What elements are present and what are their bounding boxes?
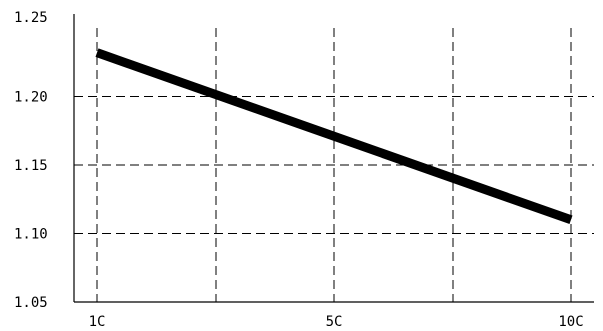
y-tick-label: 1.20: [14, 90, 48, 106]
y-tick-label: 1.25: [14, 10, 48, 26]
axes: [73, 14, 594, 303]
x-axis-tick-labels: 1C 5C 10C: [89, 314, 584, 330]
y-axis-tick-labels: 1.25 1.20 1.15 1.10 1.05: [14, 10, 48, 311]
y-tick-label: 1.15: [14, 158, 48, 174]
x-tick-label: 10C: [558, 314, 583, 330]
y-tick-label: 1.10: [14, 227, 48, 243]
series-group: [95, 48, 573, 225]
x-tick-label: 5C: [326, 314, 343, 330]
y-tick-label: 1.05: [14, 295, 48, 311]
x-tick-label: 1C: [89, 314, 106, 330]
series-line: [95, 48, 573, 225]
grid: [74, 28, 594, 302]
